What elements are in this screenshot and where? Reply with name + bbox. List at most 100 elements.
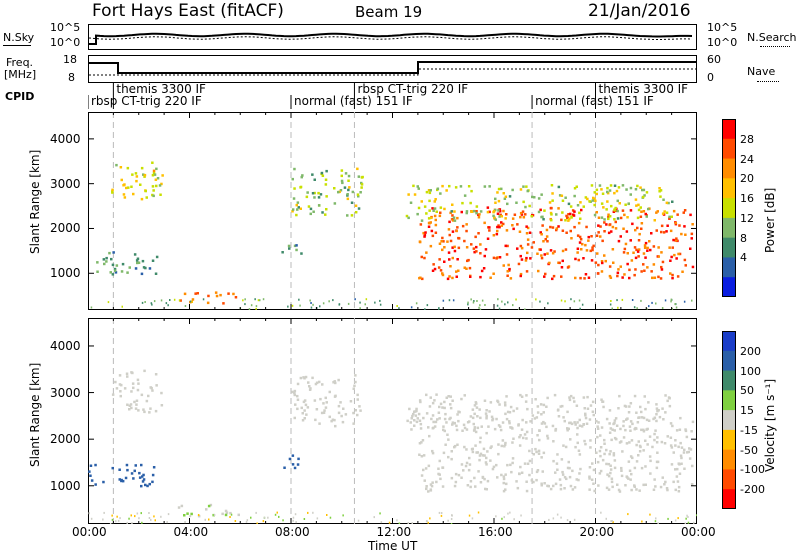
range-cell: [652, 488, 656, 491]
range-cell: [135, 179, 138, 183]
range-cell: [449, 416, 452, 420]
range-cell: [332, 299, 334, 302]
range-cell: [437, 411, 441, 414]
range-cell: [155, 167, 158, 171]
range-cell: [425, 520, 428, 523]
range-cell: [587, 276, 591, 279]
range-cell: [143, 410, 146, 414]
range-cell: [398, 307, 400, 310]
range-cell: [360, 181, 363, 185]
range-cell: [428, 434, 431, 438]
range-cell: [146, 484, 149, 488]
range-cell: [677, 445, 680, 449]
range-cell: [254, 298, 256, 301]
range-cell: [682, 211, 685, 214]
range-cell: [633, 306, 636, 309]
range-cell: [506, 410, 510, 414]
range-cell: [144, 483, 147, 487]
range-cell: [548, 518, 550, 521]
range-cell: [601, 400, 605, 403]
range-cell: [605, 448, 608, 452]
range-cell: [509, 277, 513, 280]
range-cell: [140, 393, 144, 397]
range-cell: [333, 380, 336, 383]
range-cell: [554, 427, 558, 431]
range-cell: [588, 466, 592, 469]
range-cell: [479, 452, 483, 456]
cpid-segment-label: themis 3300 IF: [599, 83, 689, 96]
range-cell: [379, 512, 381, 515]
range-cell: [451, 276, 454, 280]
range-cell: [669, 422, 673, 425]
range-cell: [594, 199, 597, 203]
range-cell: [640, 410, 643, 414]
range-cell: [441, 485, 445, 488]
range-cell: [359, 191, 362, 194]
range-cell: [511, 441, 514, 444]
range-cell: [148, 517, 151, 519]
range-cell: [606, 473, 609, 476]
range-cell: [573, 187, 577, 190]
range-cell: [470, 298, 472, 301]
range-cell: [675, 239, 678, 242]
range-cell: [457, 246, 461, 250]
range-cell: [574, 423, 577, 426]
colorbar-swatch: [722, 257, 736, 278]
range-cell: [504, 244, 507, 248]
range-cell: [449, 265, 452, 268]
range-cell: [518, 308, 520, 310]
range-cell: [624, 484, 627, 487]
range-cell: [125, 186, 128, 190]
range-cell: [546, 252, 549, 255]
range-cell: [346, 197, 350, 201]
range-cell: [296, 398, 300, 401]
range-cell: [475, 205, 479, 208]
range-cell: [471, 416, 475, 420]
range-cell: [434, 231, 438, 234]
range-cell: [444, 412, 447, 416]
range-cell: [634, 198, 638, 201]
range-cell: [311, 192, 315, 195]
range-cell: [624, 242, 628, 246]
range-cell: [491, 467, 495, 471]
range-cell: [291, 390, 294, 394]
range-cell: [153, 173, 157, 176]
colorbar-swatch: [722, 489, 736, 509]
range-cell: [577, 221, 581, 225]
range-cell: [165, 302, 168, 305]
range-cell: [637, 416, 640, 419]
range-cell: [140, 197, 144, 201]
range-cell: [396, 305, 398, 307]
range-cell: [474, 235, 477, 239]
range-cell: [599, 454, 602, 458]
range-cell: [659, 485, 663, 489]
range-cell: [439, 192, 442, 195]
range-cell: [568, 421, 571, 425]
range-cell: [300, 175, 303, 179]
range-cell: [609, 276, 613, 279]
range-cell: [350, 214, 354, 217]
range-cell: [103, 511, 105, 514]
range-cell: [433, 214, 437, 218]
range-cell: [671, 307, 673, 310]
range-cell: [691, 265, 695, 269]
range-cell: [447, 455, 450, 459]
range-cell: [612, 521, 614, 524]
range-cell: [506, 270, 509, 273]
range-cell: [160, 515, 162, 518]
range-cell: [442, 425, 445, 428]
range-cell: [513, 518, 515, 521]
range-cell: [119, 390, 122, 393]
range-cell: [120, 178, 123, 182]
range-cell: [634, 268, 637, 271]
range-cell: [511, 217, 515, 220]
range-cell: [554, 482, 558, 486]
range-cell: [306, 406, 310, 409]
nave-label: Nave: [747, 65, 776, 78]
range-cell: [425, 251, 428, 254]
range-cell: [613, 429, 616, 432]
range-cell: [291, 210, 294, 213]
range-cell: [431, 269, 435, 272]
range-cell: [430, 484, 434, 488]
range-cell: [597, 421, 600, 424]
